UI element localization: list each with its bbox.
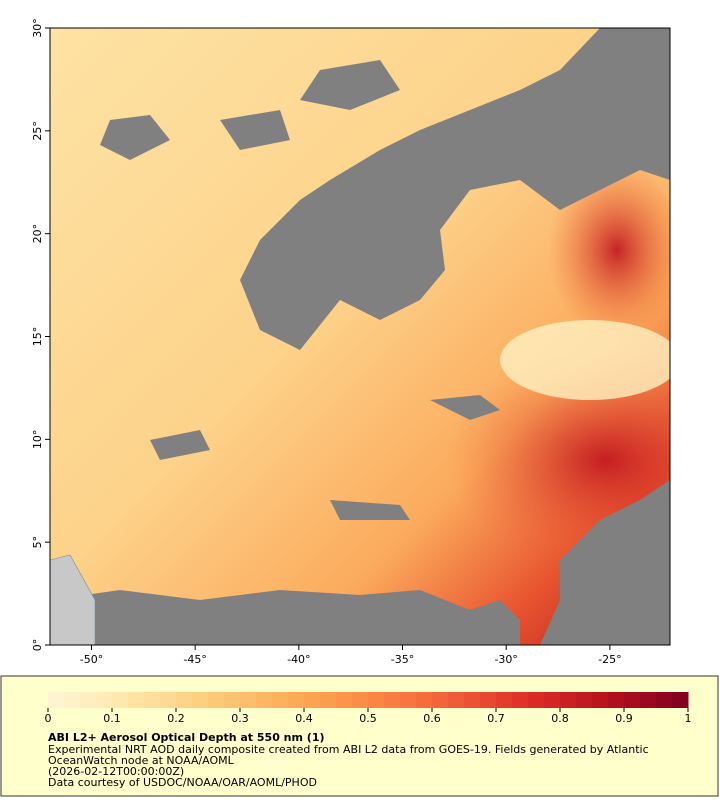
colorbar-step — [352, 692, 369, 708]
colorbar-step — [64, 692, 81, 708]
colorbar-tick-label: 0.9 — [615, 712, 633, 725]
colorbar-tick-label: 0.3 — [231, 712, 249, 725]
colorbar-step — [528, 692, 545, 708]
colorbar-step — [288, 692, 305, 708]
x-tick-label: -25° — [598, 653, 621, 666]
land — [50, 554, 96, 645]
low-aod — [500, 320, 670, 400]
x-tick-label: -50° — [80, 653, 103, 666]
colorbar-step — [320, 692, 337, 708]
colorbar-step — [608, 692, 625, 708]
colorbar-step — [336, 692, 353, 708]
colorbar-step — [672, 692, 689, 708]
y-tick-label: 25° — [31, 121, 44, 141]
y-tick-label: 15° — [31, 327, 44, 347]
colorbar-step — [256, 692, 273, 708]
colorbar-step — [384, 692, 401, 708]
y-tick-label: 5° — [31, 536, 44, 549]
y-tick-label: 0° — [31, 639, 44, 652]
caption-line: Experimental NRT AOD daily composite cre… — [48, 743, 649, 756]
caption-line: Data courtesy of USDOC/NOAA/OAR/AOML/PHO… — [48, 776, 317, 789]
x-tick-label: -40° — [287, 653, 310, 666]
colorbar-tick-label: 0.1 — [103, 712, 121, 725]
map-area — [50, 28, 670, 645]
colorbar-tick-label: 0.8 — [551, 712, 569, 725]
colorbar-step — [48, 692, 65, 708]
colorbar-tick-label: 0.2 — [167, 712, 185, 725]
y-tick-label: 10° — [31, 430, 44, 450]
colorbar-step — [176, 692, 193, 708]
colorbar-step — [560, 692, 577, 708]
colorbar-step — [80, 692, 97, 708]
y-tick-label: 30° — [31, 18, 44, 38]
colorbar-step — [96, 692, 113, 708]
colorbar-step — [144, 692, 161, 708]
colorbar-step — [480, 692, 497, 708]
colorbar-step — [640, 692, 657, 708]
colorbar-step — [192, 692, 209, 708]
x-tick-label: -30° — [494, 653, 517, 666]
colorbar-step — [368, 692, 385, 708]
colorbar-step — [400, 692, 417, 708]
colorbar-step — [624, 692, 641, 708]
colorbar-tick-label: 0.7 — [487, 712, 505, 725]
high-aod — [540, 160, 670, 340]
colorbar-step — [224, 692, 241, 708]
colorbar-tick-label: 0.6 — [423, 712, 441, 725]
colorbar-step — [272, 692, 289, 708]
colorbar-step — [432, 692, 449, 708]
colorbar-step — [496, 692, 513, 708]
colorbar-step — [160, 692, 177, 708]
colorbar-tick-label: 0 — [45, 712, 52, 725]
colorbar-step — [240, 692, 257, 708]
colorbar-step — [656, 692, 673, 708]
colorbar-step — [592, 692, 609, 708]
colorbar-step — [448, 692, 465, 708]
colorbar-step — [304, 692, 321, 708]
colorbar-tick-label: 1 — [685, 712, 692, 725]
caption-title: ABI L2+ Aerosol Optical Depth at 550 nm … — [48, 731, 325, 744]
caption-line: (2026-02-12T00:00:00Z) — [48, 765, 184, 778]
no-data — [50, 28, 670, 645]
colorbar-step — [512, 692, 529, 708]
colorbar-step — [464, 692, 481, 708]
colorbar-step — [112, 692, 129, 708]
x-tick-label: -35° — [391, 653, 414, 666]
colorbar-tick-label: 0.5 — [359, 712, 377, 725]
y-tick-label: 20° — [31, 224, 44, 244]
caption-line: OceanWatch node at NOAA/AOML — [48, 754, 235, 767]
colorbar-step — [544, 692, 561, 708]
colorbar-step — [208, 692, 225, 708]
colorbar-step — [128, 692, 145, 708]
colorbar-step — [576, 692, 593, 708]
colorbar-tick-label: 0.4 — [295, 712, 313, 725]
x-tick-label: -45° — [183, 653, 206, 666]
colorbar-step — [416, 692, 433, 708]
